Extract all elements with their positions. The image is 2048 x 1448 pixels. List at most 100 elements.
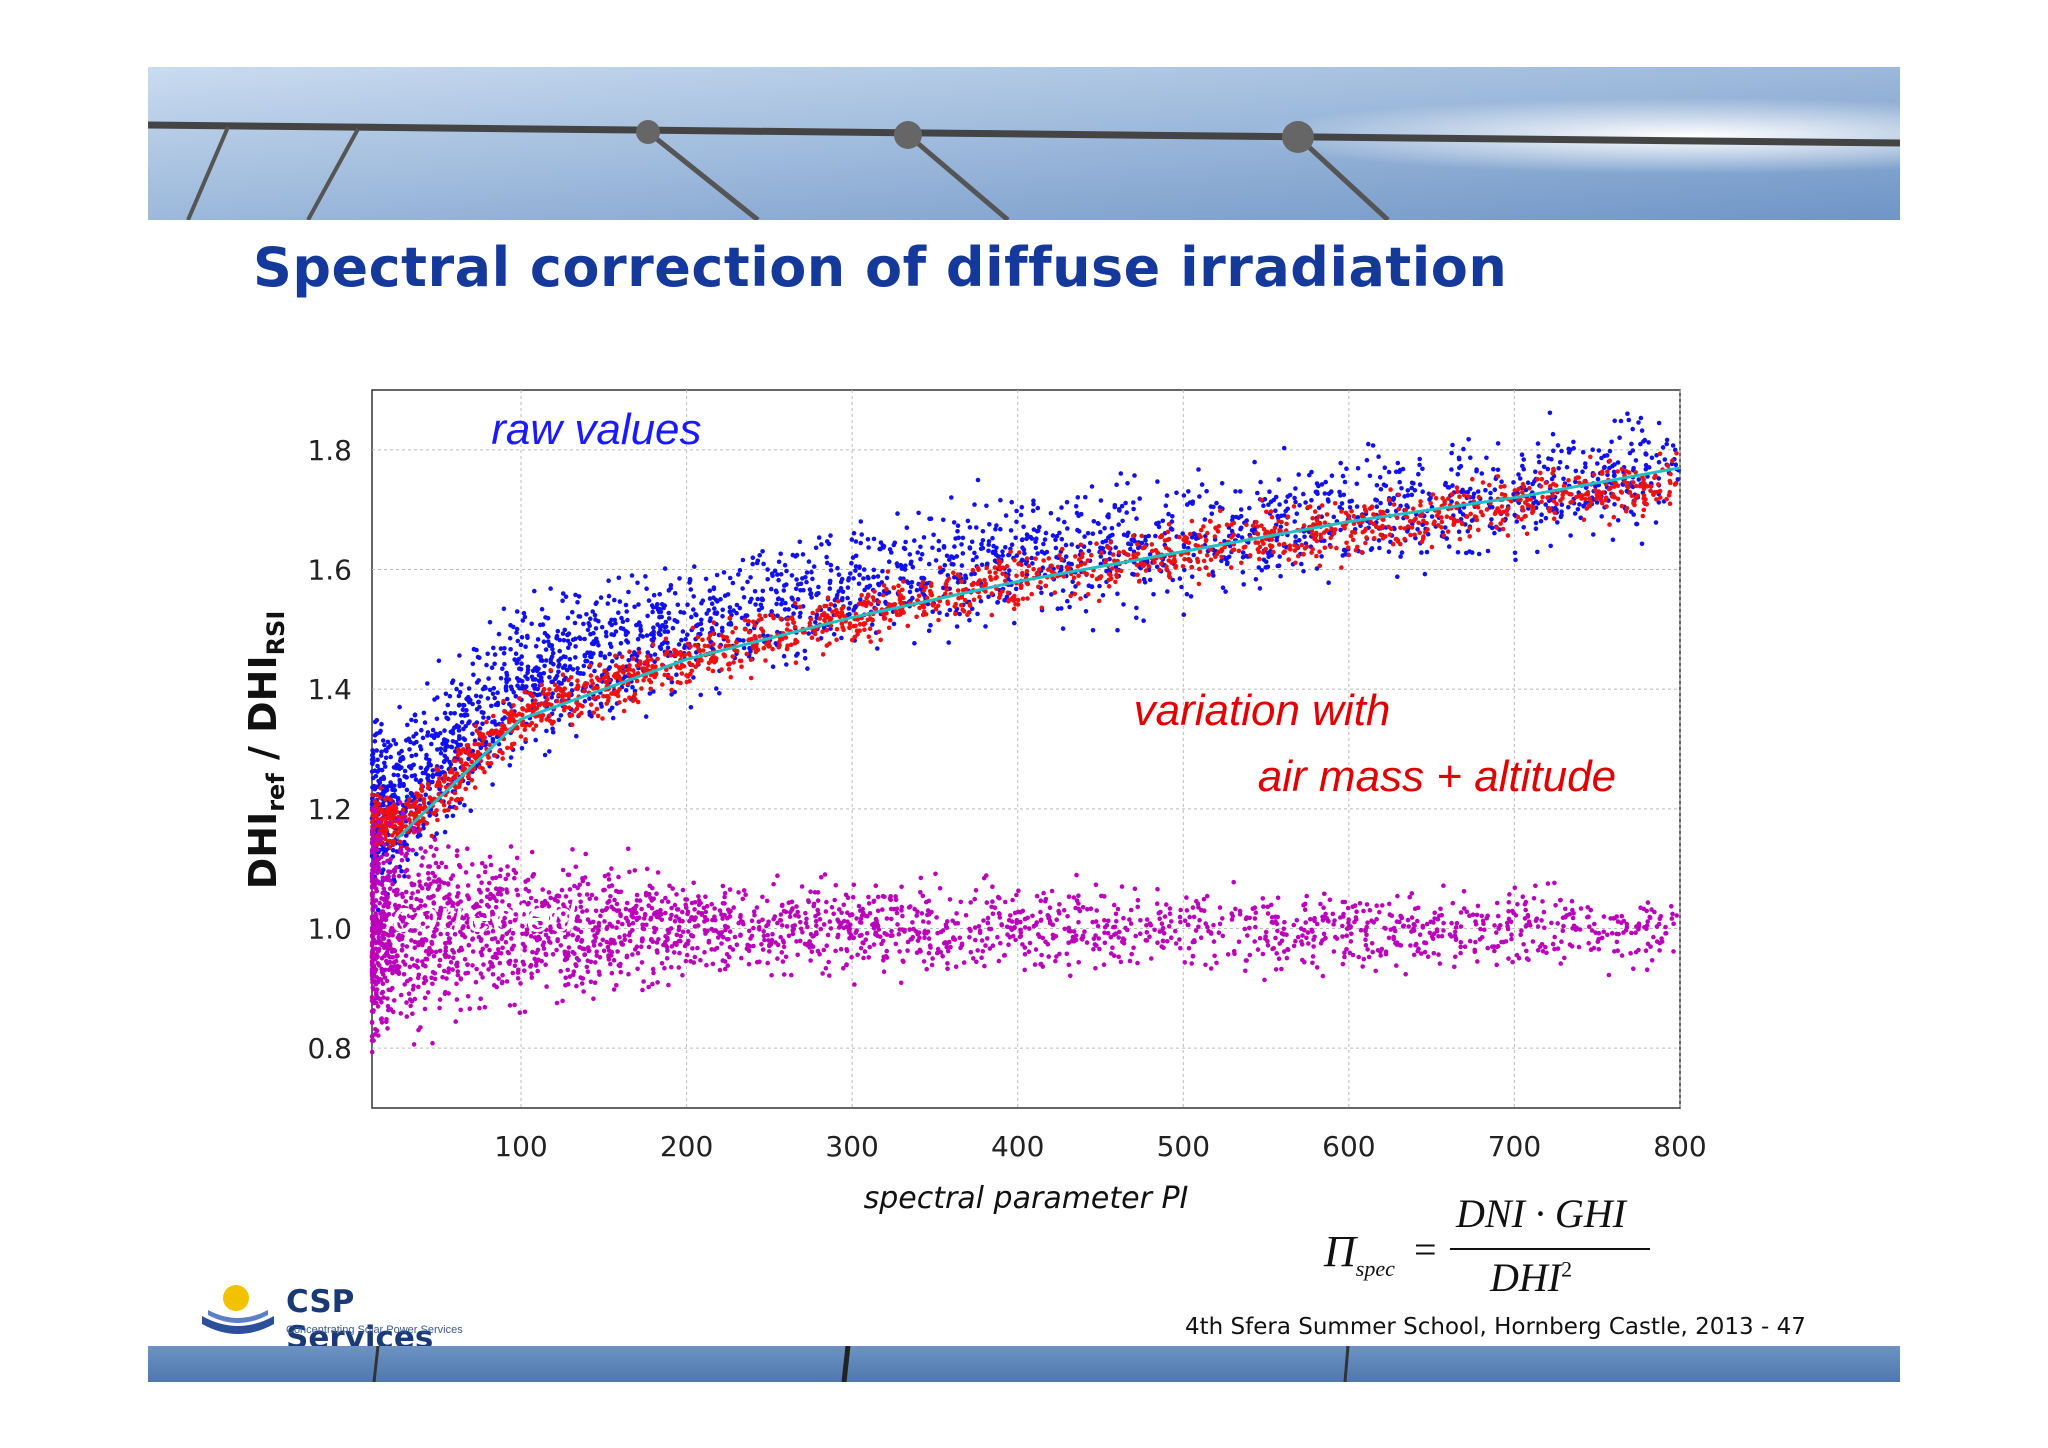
data-point [970,557,976,563]
data-point [1604,453,1610,458]
data-point [955,580,961,585]
data-point [1131,500,1136,505]
data-point [635,966,640,972]
data-point [1015,602,1021,607]
data-point [986,539,992,544]
data-point [947,607,953,613]
data-point [595,685,600,690]
data-point [455,742,461,748]
data-point [490,954,496,960]
data-point [587,623,592,628]
data-point [556,658,561,663]
data-point [689,614,694,620]
data-point [912,641,917,646]
data-point [1553,903,1558,908]
data-point [1301,523,1307,528]
data-point [1395,460,1401,466]
data-point [572,620,578,626]
data-point [1134,605,1139,611]
data-point [1314,481,1320,486]
data-point [1033,556,1038,561]
data-point [570,609,575,615]
data-point [680,629,686,634]
data-point [626,672,632,677]
data-point [969,572,974,577]
data-point [1000,549,1005,554]
data-point [740,896,746,902]
data-point [759,626,764,632]
data-point [373,803,378,809]
data-point [636,646,642,652]
data-point [1561,476,1566,482]
data-point [1267,543,1273,548]
data-point [856,903,862,909]
data-point [390,783,395,788]
data-point [1259,568,1265,573]
data-point [385,739,391,745]
data-point [1425,954,1431,959]
data-point [418,778,424,783]
data-point [806,559,812,564]
data-point [1596,448,1602,453]
data-point [498,676,504,681]
data-point [389,839,394,844]
data-point [587,654,593,659]
data-point [1241,582,1246,587]
data-point [726,667,732,672]
data-point [1273,494,1279,500]
data-point [1436,509,1442,514]
data-point [847,936,852,941]
data-point [826,541,832,547]
data-point [1036,528,1041,533]
data-point [450,739,456,744]
data-point [1219,481,1225,486]
data-point [434,783,440,788]
data-point [761,645,767,651]
data-point [1420,511,1425,517]
data-point [1552,510,1557,515]
data-point [1550,471,1555,476]
data-point [456,736,462,741]
data-point [548,660,554,665]
data-point [549,695,554,700]
data-point [1238,489,1243,494]
data-point [750,561,755,567]
data-point [1521,525,1526,530]
data-point [1468,455,1473,461]
data-point [422,903,428,908]
data-point [770,664,776,669]
data-point [1547,506,1553,512]
data-point [397,800,403,805]
data-point [1459,489,1464,495]
data-point [525,635,530,640]
data-point [1024,572,1030,577]
data-point [517,666,522,671]
data-point [511,624,516,630]
data-point [1196,467,1201,472]
data-point [972,550,977,556]
data-point [1318,535,1324,541]
data-point [1247,553,1253,558]
data-point [1386,524,1391,530]
data-point [613,629,619,634]
data-point [781,653,787,659]
data-point [1438,906,1443,912]
data-point [685,602,690,607]
data-point [785,617,790,622]
data-point [949,554,954,559]
data-point [655,656,660,662]
data-point [1556,466,1561,471]
data-point [891,621,897,627]
data-point [954,911,959,916]
data-point [1346,552,1352,558]
data-point [560,672,566,677]
data-point [782,607,788,612]
data-point [1041,541,1046,547]
data-point [566,677,571,683]
data-point [727,609,733,615]
data-point [1427,930,1433,936]
data-point [778,934,783,940]
data-point [1594,500,1600,505]
data-point [674,672,679,677]
data-point [470,731,475,737]
